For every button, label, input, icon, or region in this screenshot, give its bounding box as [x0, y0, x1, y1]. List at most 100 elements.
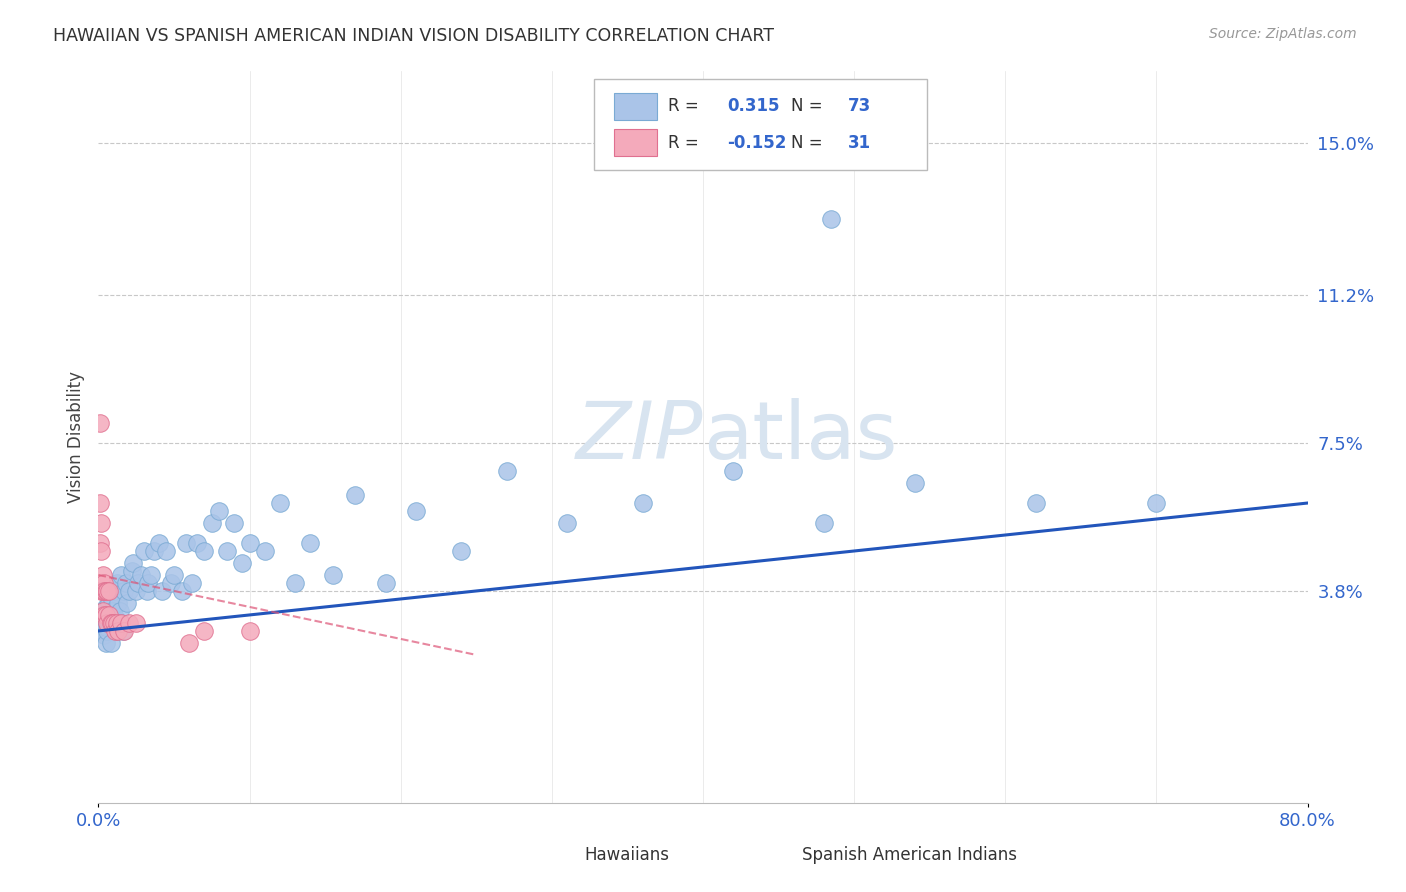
Point [1144, 496, 1167, 510]
Text: Spanish American Indians: Spanish American Indians [803, 847, 1017, 864]
Text: -0.152: -0.152 [727, 134, 786, 152]
Point [193, 624, 215, 638]
Point [253, 544, 276, 558]
Point [143, 544, 166, 558]
Point [91, 604, 114, 618]
Point [94, 620, 117, 634]
Point [103, 584, 125, 599]
Point [115, 596, 138, 610]
Point [94, 607, 117, 622]
Point [94, 636, 117, 650]
Point [91, 604, 114, 618]
Point [1024, 496, 1046, 510]
FancyBboxPatch shape [613, 93, 657, 120]
Point [299, 536, 322, 550]
Point [284, 576, 307, 591]
Point [96, 607, 118, 622]
Point [141, 568, 163, 582]
FancyBboxPatch shape [744, 844, 793, 867]
Point [112, 584, 135, 599]
Point [179, 636, 201, 650]
Point [100, 584, 122, 599]
Point [93, 607, 115, 622]
Point [224, 516, 246, 530]
Point [150, 584, 173, 599]
Point [118, 584, 141, 599]
Point [98, 607, 121, 622]
Point [322, 568, 344, 582]
Point [98, 596, 121, 610]
Point [100, 636, 122, 650]
Point [112, 624, 135, 638]
Point [90, 584, 112, 599]
Point [405, 504, 427, 518]
Point [122, 556, 145, 570]
Point [239, 536, 262, 550]
Point [93, 628, 115, 642]
Point [148, 536, 170, 550]
Text: HAWAIIAN VS SPANISH AMERICAN INDIAN VISION DISABILITY CORRELATION CHART: HAWAIIAN VS SPANISH AMERICAN INDIAN VISI… [53, 27, 775, 45]
Point [136, 576, 159, 591]
Text: R =: R = [668, 134, 704, 152]
Y-axis label: Vision Disability: Vision Disability [66, 371, 84, 503]
Point [723, 464, 745, 478]
Point [98, 584, 121, 599]
Point [163, 568, 186, 582]
Text: R =: R = [668, 97, 704, 115]
Point [170, 584, 193, 599]
Point [105, 624, 128, 638]
Point [450, 544, 472, 558]
Text: N =: N = [792, 97, 828, 115]
Point [93, 584, 115, 599]
Point [186, 536, 208, 550]
Point [89, 416, 111, 430]
Point [127, 576, 149, 591]
Point [118, 615, 141, 630]
Point [239, 624, 262, 638]
Point [105, 615, 128, 630]
Point [105, 576, 128, 591]
Point [114, 576, 136, 591]
Text: Source: ZipAtlas.com: Source: ZipAtlas.com [1209, 27, 1357, 41]
Point [495, 464, 517, 478]
Point [104, 624, 127, 638]
FancyBboxPatch shape [526, 844, 575, 867]
Point [91, 584, 114, 599]
Text: 0.315: 0.315 [727, 97, 780, 115]
Point [100, 615, 122, 630]
Point [208, 504, 231, 518]
Point [91, 624, 114, 638]
Point [103, 615, 125, 630]
Point [91, 568, 114, 582]
Text: 73: 73 [848, 97, 872, 115]
Point [155, 544, 177, 558]
Point [93, 612, 115, 626]
Point [813, 516, 835, 530]
Point [101, 591, 124, 606]
Point [107, 596, 129, 610]
Point [108, 604, 131, 618]
FancyBboxPatch shape [613, 129, 657, 156]
Point [90, 516, 112, 530]
Point [98, 615, 121, 630]
Point [904, 476, 927, 491]
Point [160, 576, 183, 591]
Point [104, 615, 127, 630]
Point [107, 624, 129, 638]
Point [111, 624, 134, 638]
Point [215, 544, 238, 558]
Point [101, 615, 124, 630]
Point [93, 576, 115, 591]
Point [132, 544, 155, 558]
Point [374, 576, 396, 591]
Point [89, 536, 111, 550]
FancyBboxPatch shape [595, 78, 927, 170]
Point [344, 488, 367, 502]
Point [174, 536, 197, 550]
Point [96, 624, 118, 638]
Text: 31: 31 [848, 134, 872, 152]
Point [121, 564, 143, 578]
Point [125, 615, 148, 630]
Point [193, 544, 215, 558]
Point [555, 516, 578, 530]
